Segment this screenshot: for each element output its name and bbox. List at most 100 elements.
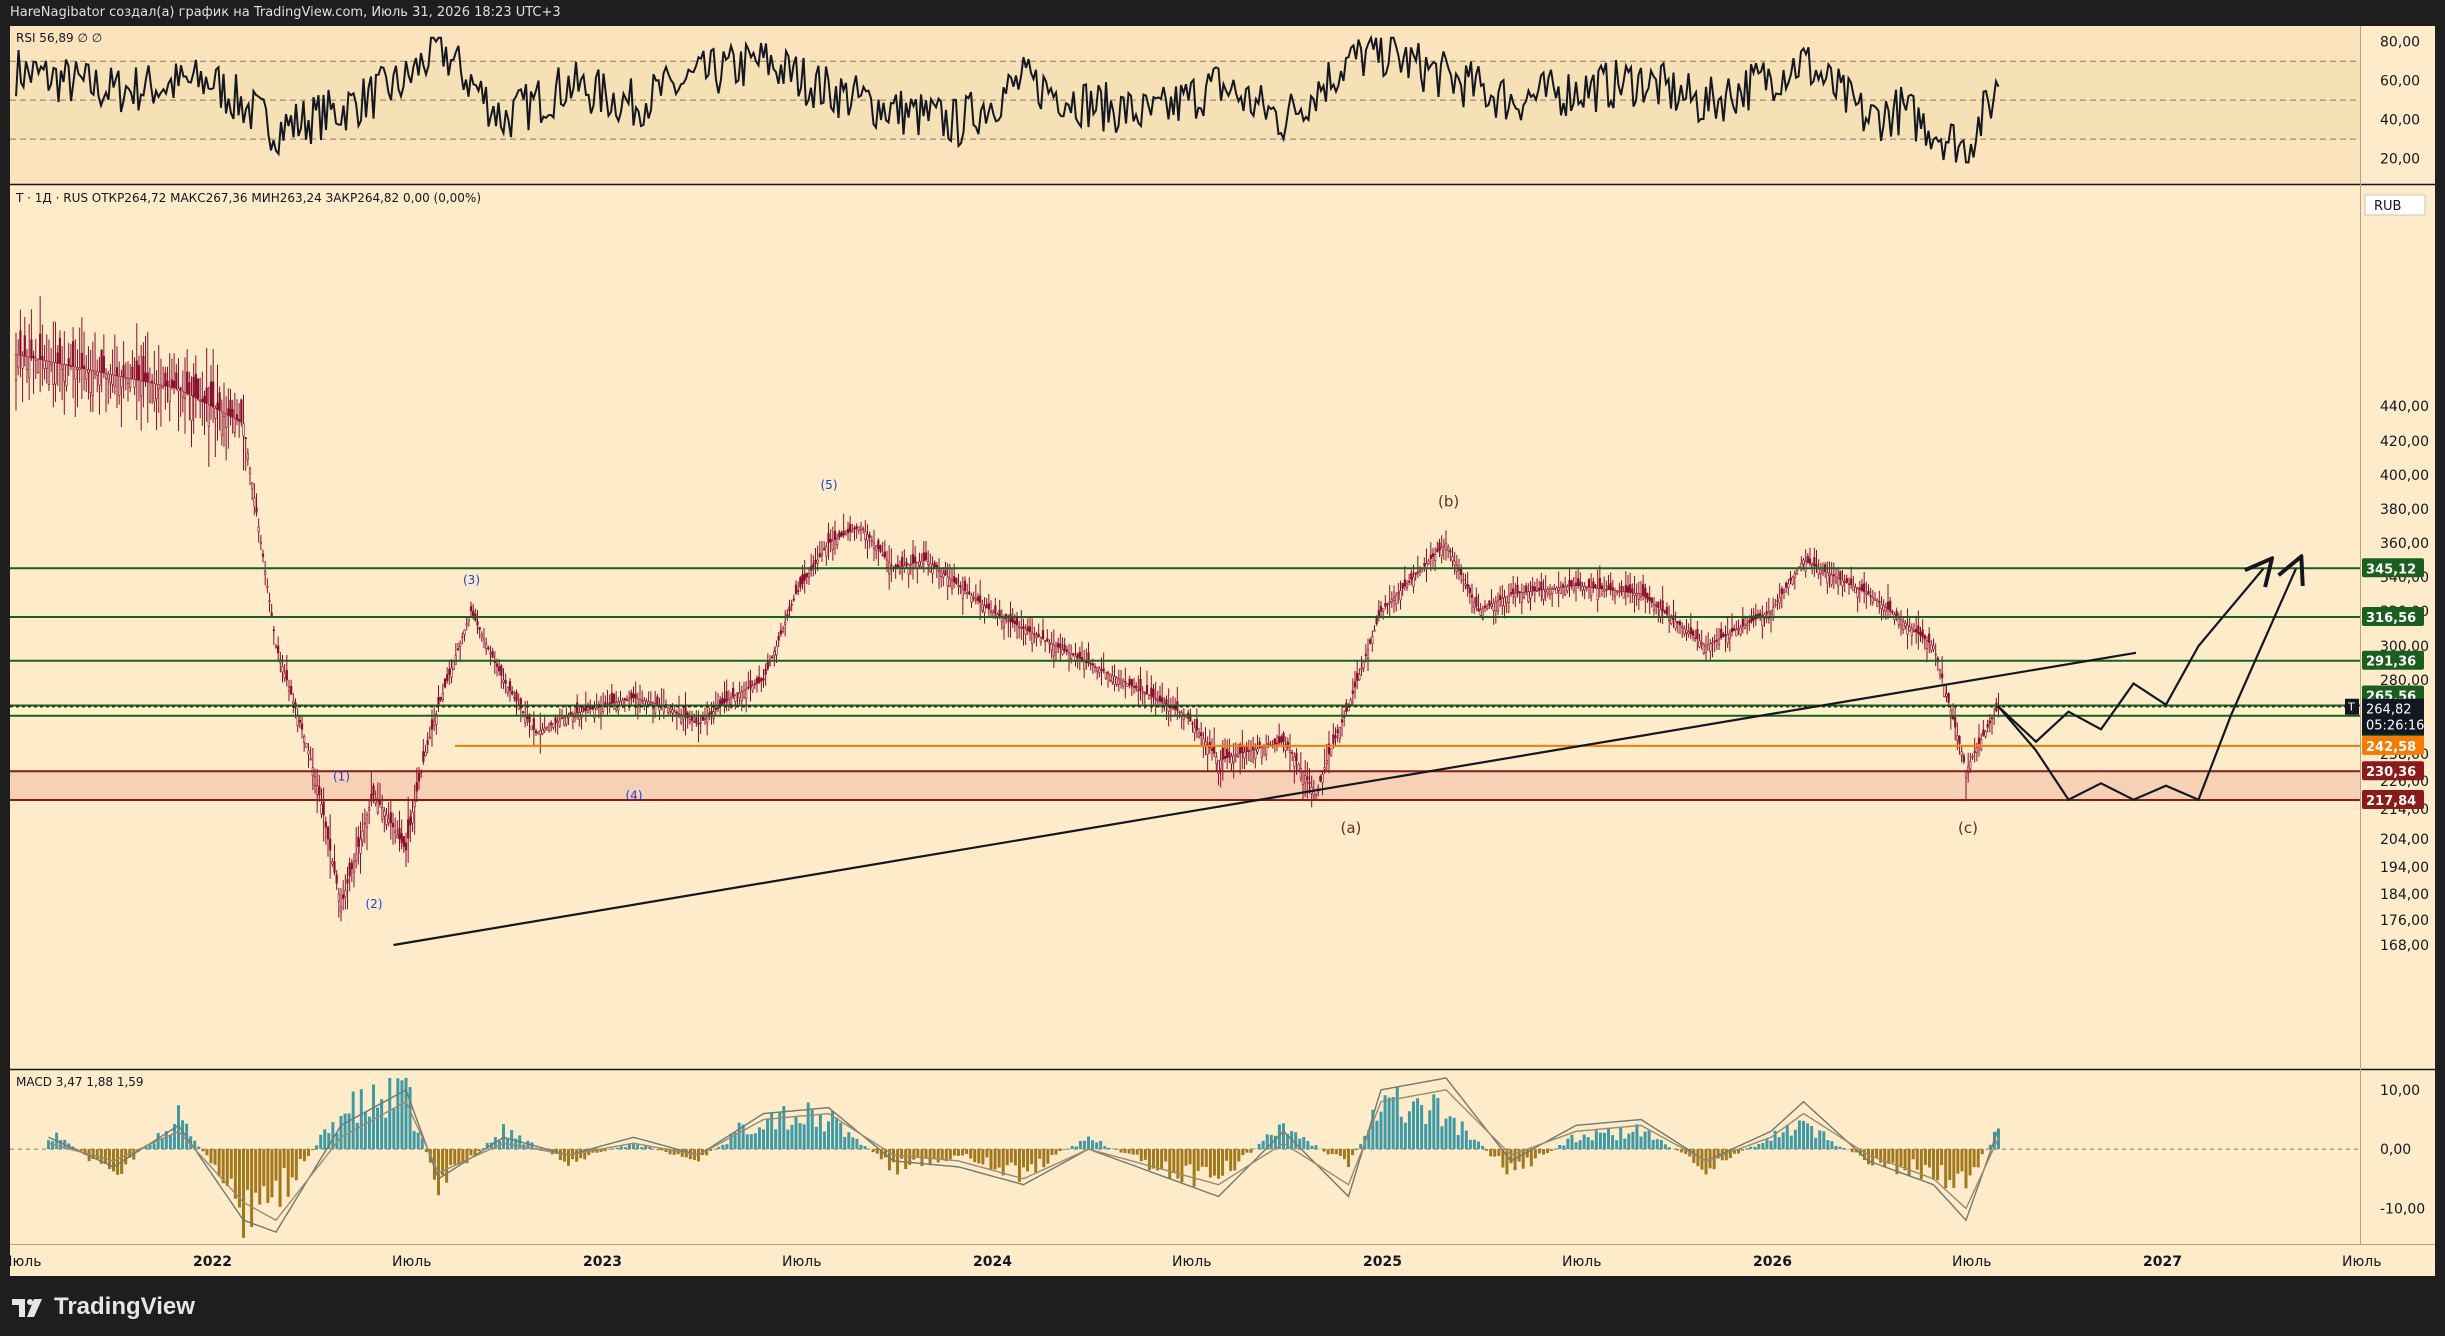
candle bbox=[352, 861, 356, 873]
candle bbox=[775, 645, 778, 656]
candle bbox=[1093, 666, 1097, 668]
macd-bar bbox=[99, 1149, 103, 1164]
currency-box[interactable] bbox=[2364, 194, 2426, 216]
candle bbox=[1091, 663, 1094, 666]
macd-bar bbox=[201, 1149, 205, 1152]
candle bbox=[1613, 590, 1617, 597]
macd-bar bbox=[1070, 1145, 1074, 1150]
tradingview-logo[interactable]: TradingView bbox=[12, 1292, 195, 1322]
candle bbox=[1839, 571, 1842, 580]
candle bbox=[944, 569, 947, 576]
candle bbox=[32, 355, 35, 359]
candle bbox=[1902, 621, 1905, 630]
macd-bar bbox=[1566, 1138, 1570, 1150]
candle bbox=[1522, 591, 1526, 599]
candle bbox=[1845, 578, 1848, 583]
macd-bar bbox=[1867, 1149, 1870, 1165]
candle bbox=[1195, 719, 1198, 731]
macd-bar bbox=[445, 1149, 449, 1183]
candle bbox=[85, 368, 88, 380]
macd-bar bbox=[1416, 1098, 1420, 1150]
macd-bar bbox=[932, 1149, 936, 1159]
candle bbox=[1232, 755, 1235, 763]
candle bbox=[1982, 729, 1985, 736]
chart-canvas[interactable]: 80,00 60,00 40,00 20,00 RSI 56,89 ∅ ∅ 440,00 4… bbox=[10, 26, 2435, 1276]
level-badge-6[interactable] bbox=[2362, 761, 2424, 781]
candle bbox=[1815, 564, 1818, 568]
macd-bar bbox=[1562, 1145, 1566, 1150]
level-badge-5[interactable] bbox=[2362, 735, 2424, 755]
candle bbox=[305, 743, 308, 748]
candle bbox=[1351, 690, 1354, 694]
projection-path-2[interactable] bbox=[1997, 569, 2297, 802]
candle bbox=[1247, 750, 1250, 752]
candle bbox=[697, 723, 700, 725]
candle bbox=[1392, 597, 1396, 601]
macd-bar bbox=[936, 1149, 940, 1163]
candle bbox=[1418, 569, 1422, 572]
level-badge-7[interactable] bbox=[2362, 790, 2424, 810]
candle bbox=[781, 628, 785, 632]
candle bbox=[1964, 771, 1968, 779]
macd-bar bbox=[514, 1138, 518, 1150]
macd-bar bbox=[1087, 1136, 1090, 1150]
last-price-badge[interactable] bbox=[2362, 698, 2424, 735]
candle bbox=[1143, 692, 1146, 695]
candle bbox=[1063, 644, 1066, 651]
level-badge-0[interactable] bbox=[2362, 558, 2424, 578]
candle bbox=[1735, 629, 1738, 637]
candle bbox=[972, 597, 975, 599]
macd-bar bbox=[1944, 1149, 1948, 1189]
candle bbox=[487, 647, 490, 650]
macd-bar bbox=[859, 1144, 863, 1150]
macd-bar bbox=[912, 1149, 916, 1160]
candle bbox=[1540, 582, 1543, 591]
candle bbox=[1535, 590, 1539, 592]
level-badge-label: 230,36 bbox=[2366, 765, 2416, 780]
candle bbox=[1910, 628, 1913, 636]
macd-bar bbox=[1781, 1132, 1785, 1150]
level-badge-1[interactable] bbox=[2362, 607, 2424, 627]
macd-bar bbox=[1550, 1149, 1554, 1151]
macd-bar bbox=[1448, 1116, 1452, 1150]
macd-bar bbox=[193, 1140, 197, 1150]
candle bbox=[235, 414, 239, 421]
macd-bar bbox=[404, 1078, 408, 1150]
macd-bar bbox=[363, 1111, 367, 1150]
candle bbox=[1819, 568, 1822, 574]
macd-bar bbox=[1005, 1149, 1009, 1166]
level-badge-label: 316,56 bbox=[2366, 611, 2416, 626]
macd-bar bbox=[1611, 1135, 1615, 1150]
macd-bar bbox=[1351, 1149, 1355, 1156]
macd-bar bbox=[1838, 1146, 1842, 1150]
candle bbox=[93, 370, 97, 375]
macd-bar bbox=[1204, 1149, 1208, 1168]
projection-path-1[interactable] bbox=[1997, 569, 2264, 744]
candle bbox=[1022, 626, 1025, 629]
candle bbox=[1904, 622, 1907, 627]
time-tick-label: 2024 bbox=[973, 1254, 1012, 1270]
candle bbox=[91, 370, 94, 397]
macd-bar bbox=[1184, 1149, 1188, 1166]
candle bbox=[794, 584, 798, 595]
macd-bar bbox=[542, 1149, 546, 1150]
candle bbox=[266, 585, 269, 588]
candle bbox=[762, 678, 765, 681]
macd-bar bbox=[709, 1149, 713, 1151]
rsi-line bbox=[15, 34, 2000, 164]
macd-bar bbox=[952, 1149, 956, 1156]
candle bbox=[519, 698, 522, 709]
macd-bar bbox=[1322, 1149, 1326, 1152]
candle bbox=[1349, 699, 1352, 705]
candle bbox=[541, 729, 544, 735]
candle bbox=[1661, 600, 1664, 612]
level-badge-2[interactable] bbox=[2362, 650, 2424, 670]
candle bbox=[409, 816, 412, 826]
trendline[interactable] bbox=[393, 651, 2137, 947]
candle bbox=[957, 585, 960, 587]
candle bbox=[1674, 621, 1677, 629]
candle bbox=[963, 580, 967, 591]
candle bbox=[80, 352, 83, 369]
candle bbox=[1787, 583, 1790, 589]
candle bbox=[1906, 624, 1909, 635]
